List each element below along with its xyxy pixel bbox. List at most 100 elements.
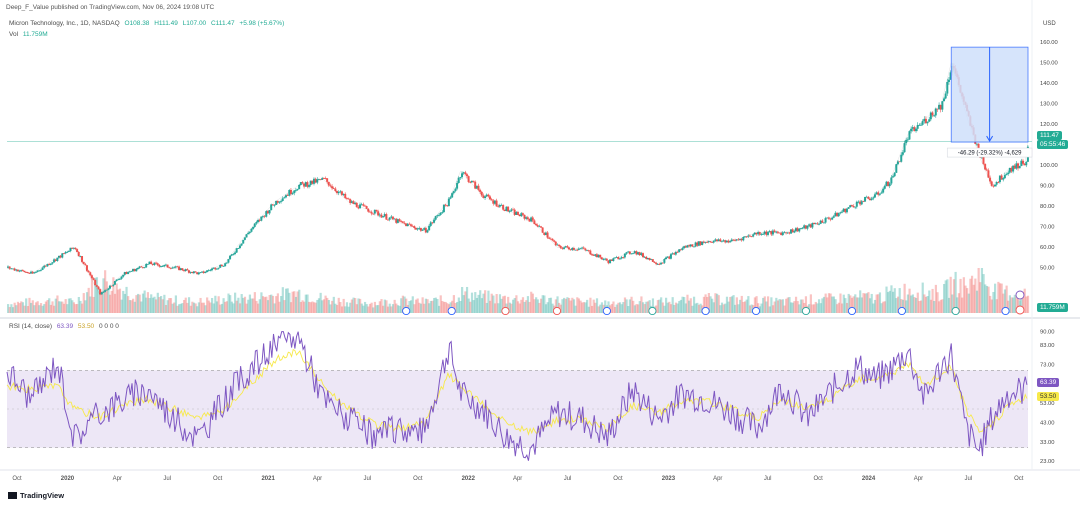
candle-body: [949, 72, 952, 80]
volume-bar: [183, 299, 186, 313]
volume-bar: [95, 277, 99, 313]
volume-bar: [518, 303, 521, 313]
volume-bar: [112, 277, 115, 313]
volume-bar: [737, 304, 740, 313]
volume-tag: 11.759M: [1037, 303, 1068, 312]
candle-body: [696, 242, 699, 246]
volume-bar: [862, 293, 865, 313]
volume-bar: [1008, 295, 1012, 313]
volume-bar: [319, 292, 322, 313]
volume-bar: [431, 300, 434, 313]
candle-body: [349, 199, 352, 203]
volume-bar: [312, 302, 316, 313]
volume-bar: [1005, 285, 1008, 313]
volume-bar: [1017, 296, 1020, 313]
volume-bar: [413, 304, 416, 313]
volume-bar: [587, 306, 590, 313]
time-axis-label: 2023: [662, 476, 676, 482]
volume-bar: [660, 297, 663, 313]
candle-body: [377, 211, 380, 216]
volume-bar: [395, 303, 398, 313]
volume-bar: [285, 288, 288, 313]
volume-bar: [1007, 300, 1010, 313]
volume-bar: [699, 303, 702, 313]
volume-bar: [689, 298, 692, 313]
volume-bar: [766, 296, 770, 313]
volume-bar: [579, 300, 582, 313]
candle-body: [683, 246, 686, 249]
candle-body: [497, 206, 500, 208]
volume-label: Vol: [9, 31, 19, 38]
volume-bar: [230, 301, 233, 313]
volume-bar: [671, 297, 674, 313]
candle-body: [742, 237, 745, 241]
volume-bar: [46, 300, 49, 313]
volume-bar: [821, 298, 824, 313]
volume-bar: [760, 303, 763, 313]
candle-body: [304, 182, 307, 187]
volume-bar: [110, 290, 113, 313]
volume-bar: [892, 291, 895, 313]
volume-bar: [546, 302, 549, 313]
volume-bar: [549, 297, 553, 313]
candle-body: [645, 256, 648, 260]
candle-body: [790, 229, 793, 234]
earnings-marker: [501, 306, 510, 316]
volume-bar: [734, 304, 737, 313]
earnings-marker: [648, 306, 657, 316]
candle-body: [747, 235, 750, 237]
candle-body: [539, 226, 542, 228]
volume-bar: [334, 303, 337, 313]
candle-body: [921, 121, 924, 125]
candle-body: [564, 246, 567, 248]
candle-body: [849, 205, 852, 208]
volume-bar: [206, 297, 209, 313]
volume-bar: [569, 300, 572, 313]
tradingview-logo[interactable]: TradingView: [8, 491, 64, 500]
candle-body: [268, 210, 271, 214]
volume-bar: [768, 306, 771, 313]
candle-body: [451, 193, 454, 198]
candle-body: [729, 241, 732, 243]
candle-body: [355, 202, 358, 208]
candle-body: [372, 213, 375, 215]
candle-body: [839, 212, 842, 214]
candle-body: [89, 272, 92, 276]
candle-body: [554, 241, 557, 246]
candle-body: [410, 224, 413, 226]
candle-body: [822, 222, 825, 224]
candle-body: [847, 207, 850, 209]
candle-body: [495, 200, 498, 207]
volume-bar: [947, 297, 951, 313]
candle-body: [56, 257, 59, 261]
candle-body: [602, 258, 605, 260]
volume-bar: [207, 300, 210, 313]
candle-body: [595, 254, 598, 258]
candle-body: [173, 267, 176, 269]
candle-body: [906, 139, 909, 141]
volume-bar: [383, 299, 386, 313]
time-axis-label: 2021: [261, 476, 275, 482]
volume-bar: [811, 304, 814, 313]
volume-bar: [44, 301, 48, 313]
candle-body: [896, 161, 899, 165]
volume-bar: [26, 306, 29, 313]
volume-bar: [854, 294, 857, 313]
candle-body: [669, 254, 672, 259]
candle-body: [258, 220, 261, 221]
candle-body: [755, 232, 758, 235]
candle-body: [850, 205, 853, 206]
candle-body: [452, 191, 455, 194]
volume-bar: [722, 304, 725, 313]
volume-bar: [370, 302, 373, 313]
candle-body: [373, 209, 376, 214]
candle-body: [28, 272, 31, 274]
candle-body: [929, 112, 932, 120]
candle-body: [197, 272, 200, 275]
candle-body: [321, 178, 324, 180]
volume-bar: [8, 307, 11, 313]
volume-bar: [495, 294, 498, 313]
candle-body: [122, 274, 125, 277]
candle-body: [61, 253, 64, 258]
